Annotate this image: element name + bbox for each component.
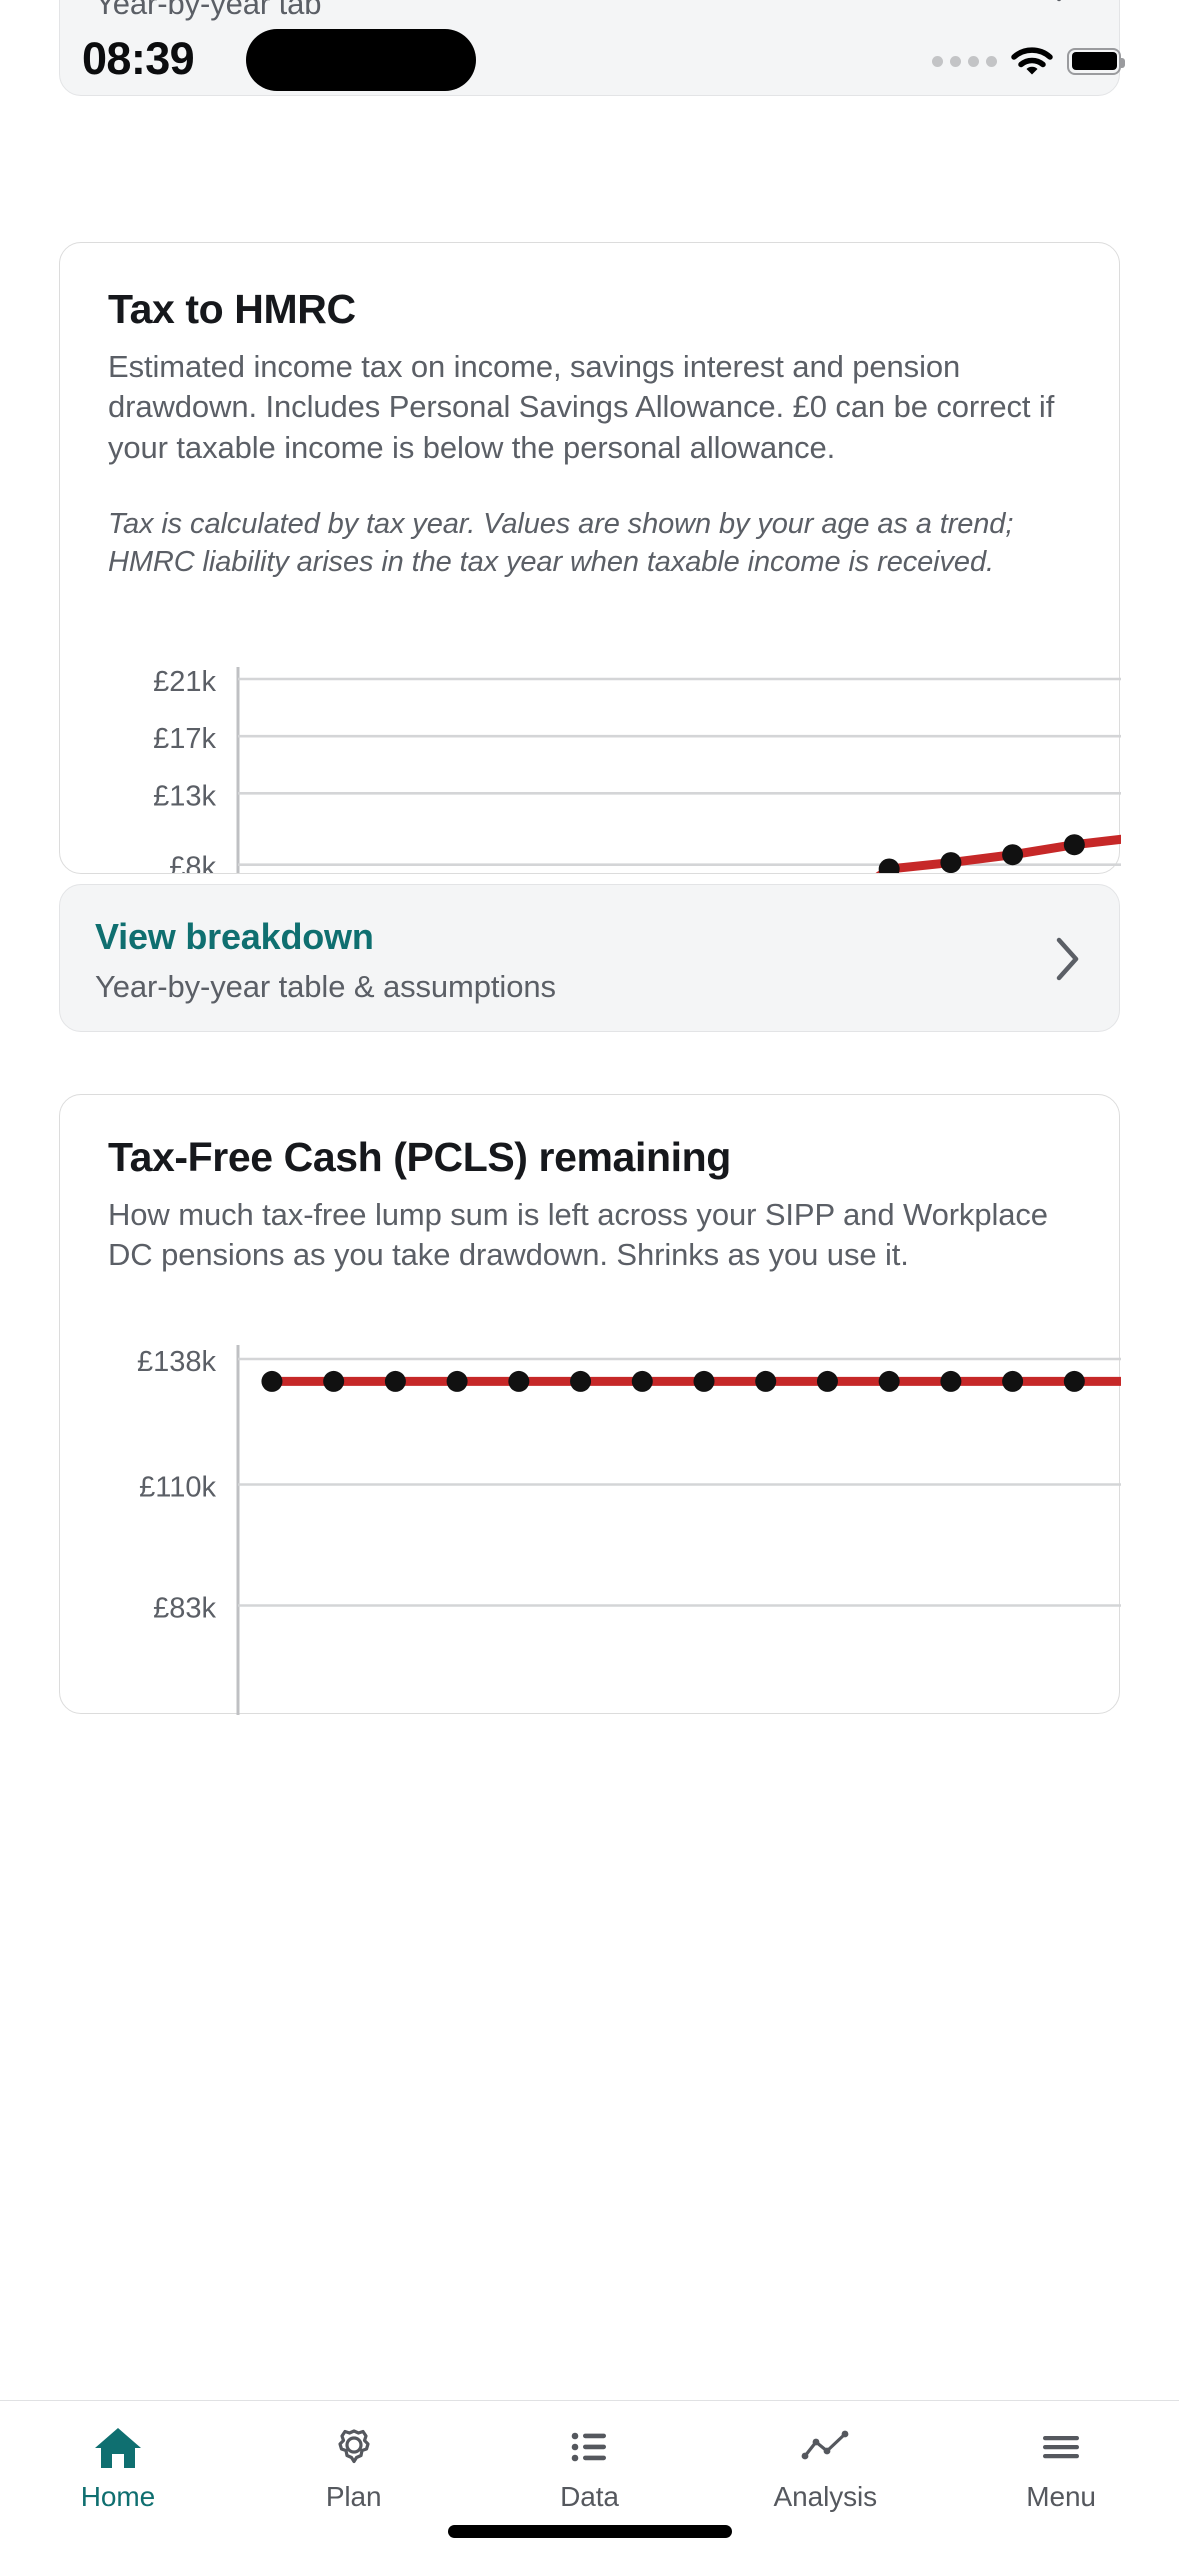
tab-menu[interactable]: Menu [943,2401,1179,2556]
svg-text:£13k: £13k [153,780,216,812]
card-description: How much tax-free lump sum is left acros… [108,1197,1048,1273]
svg-text:£17k: £17k [153,723,216,755]
cta-title: View breakdown [95,916,374,957]
svg-text:£21k: £21k [153,666,216,698]
tab-analysis[interactable]: Analysis [707,2401,943,2556]
tab-label: Data [560,2481,619,2512]
view-breakdown-cta[interactable]: View breakdown Year-by-year table & assu… [59,884,1120,1032]
tab-data[interactable]: Data [472,2401,708,2556]
card-title: Tax-Free Cash (PCLS) remaining [108,1134,731,1180]
view-breakdown-cta-partial[interactable]: View breakdown Year-by-year tab [59,0,1120,96]
cta-subtitle: Year-by-year table & assumptions [95,969,556,1004]
tab-label: Menu [1026,2481,1096,2512]
home-icon [94,2428,141,2468]
svg-text:£83k: £83k [153,1593,216,1625]
tab-label: Plan [325,2481,382,2512]
card-tax-to-hmrc: Tax to HMRC Estimated income tax on inco… [59,242,1121,874]
tab-label: Home [80,2481,156,2512]
tab-label: Analysis [773,2481,878,2512]
chart-pcls-svg: £138k £110k £83k [137,1345,1121,1715]
home-indicator [447,2525,732,2538]
card-note: Tax is calculated by tax year. Values ar… [108,508,1014,579]
hamburger-icon [1043,2436,1080,2459]
tab-home[interactable]: Home [0,2401,236,2556]
card-title: Tax to HMRC [108,286,356,332]
cta-subtitle: Year-by-year tab [95,0,322,21]
chart-pcls-remaining: £138k £110k £83k [60,1331,1121,1715]
chevron-right-icon [1056,937,1079,981]
svg-text:£8k: £8k [169,852,216,873]
scrollable-content[interactable]: View breakdown Year-by-year tab Tax to H… [0,0,1179,2400]
svg-text:£138k: £138k [137,1346,217,1378]
list-icon [572,2432,607,2462]
svg-text:£110k: £110k [139,1471,216,1503]
gear-icon [338,2429,370,2464]
line-chart-icon [801,2430,849,2460]
chart-tax-to-hmrc: £21k£17k£13k£8k£4k£059606162636465666768… [60,643,1121,873]
chevron-right-icon [1056,0,1062,2]
card-description: Estimated income tax on income, savings … [108,349,1055,465]
card-tax-free-cash-pcls: Tax-Free Cash (PCLS) remaining How much … [59,1094,1121,1715]
tab-plan[interactable]: Plan [236,2401,472,2556]
chart-tax-svg: £21k£17k£13k£8k£4k£059606162636465666768… [153,666,1121,873]
